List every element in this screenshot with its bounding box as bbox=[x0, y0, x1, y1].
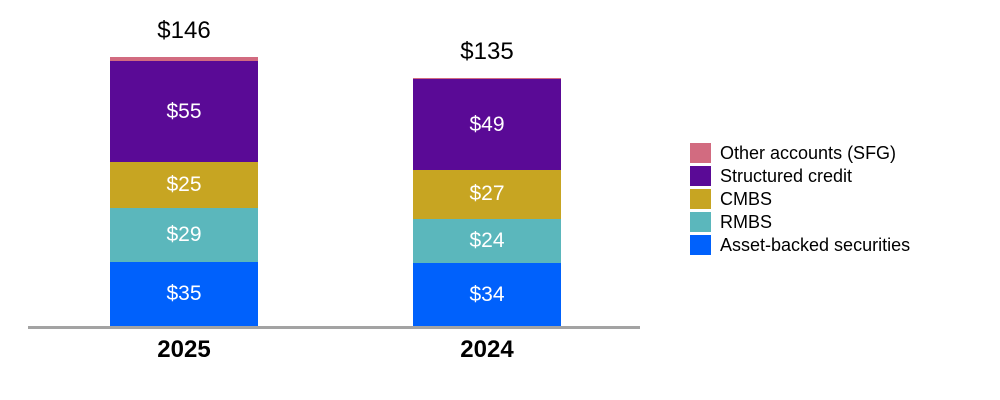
segment-value-label: $35 bbox=[166, 281, 202, 305]
legend-label-cmbs: CMBS bbox=[720, 188, 773, 209]
x-axis-label-2024: 2024 bbox=[460, 336, 514, 363]
bar-segment-other-accounts-sfg-2025 bbox=[110, 57, 258, 62]
bar-total-label-2025: $146 bbox=[157, 17, 211, 45]
legend-swatch-other-accounts-sfg bbox=[690, 143, 711, 163]
segment-value-label: $24 bbox=[469, 229, 505, 253]
legend-swatch-cmbs bbox=[690, 189, 711, 209]
bar-segment-asset-backed-securities-2025: $35 bbox=[110, 261, 258, 326]
legend-row-structured-credit: Structured credit bbox=[690, 166, 910, 186]
legend-swatch-rmbs bbox=[690, 212, 711, 232]
bar-segment-structured-credit-2025: $55 bbox=[110, 61, 258, 163]
bar-segment-other-accounts-sfg-2024 bbox=[413, 77, 561, 80]
segment-value-label: $49 bbox=[469, 112, 505, 136]
segment-value-label: $27 bbox=[469, 182, 505, 206]
legend: Other accounts (SFG) Structured credit CMB… bbox=[690, 143, 910, 258]
legend-swatch-asset-backed-securities bbox=[690, 235, 711, 255]
legend-row-other-accounts-sfg: Other accounts (SFG) bbox=[690, 143, 910, 163]
bar-segment-rmbs-2025: $29 bbox=[110, 208, 258, 262]
legend-row-cmbs: CMBS bbox=[690, 189, 910, 209]
x-axis-label-2025: 2025 bbox=[157, 336, 211, 363]
bar-segment-rmbs-2024: $24 bbox=[413, 219, 561, 264]
legend-swatch-structured-credit bbox=[690, 166, 711, 186]
segment-value-label: $55 bbox=[166, 99, 202, 123]
bar-segment-cmbs-2024: $27 bbox=[413, 169, 561, 220]
segment-value-label: $29 bbox=[166, 222, 202, 246]
segment-value-label: $25 bbox=[166, 173, 202, 197]
legend-row-asset-backed-securities: Asset-backed securities bbox=[690, 235, 910, 255]
bar-total-label-2024: $135 bbox=[460, 37, 514, 65]
legend-label-rmbs: RMBS bbox=[720, 211, 773, 232]
x-axis-baseline bbox=[28, 326, 640, 329]
bar-segment-cmbs-2025: $25 bbox=[110, 162, 258, 209]
segment-value-label: $34 bbox=[469, 282, 505, 306]
bar-segment-asset-backed-securities-2024: $34 bbox=[413, 263, 561, 326]
legend-row-rmbs: RMBS bbox=[690, 212, 910, 232]
legend-label-asset-backed-securities: Asset-backed securities bbox=[720, 234, 911, 255]
legend-label-other-accounts-sfg: Other accounts (SFG) bbox=[720, 142, 897, 163]
bar-segment-structured-credit-2024: $49 bbox=[413, 79, 561, 170]
legend-label-structured-credit: Structured credit bbox=[720, 165, 853, 186]
